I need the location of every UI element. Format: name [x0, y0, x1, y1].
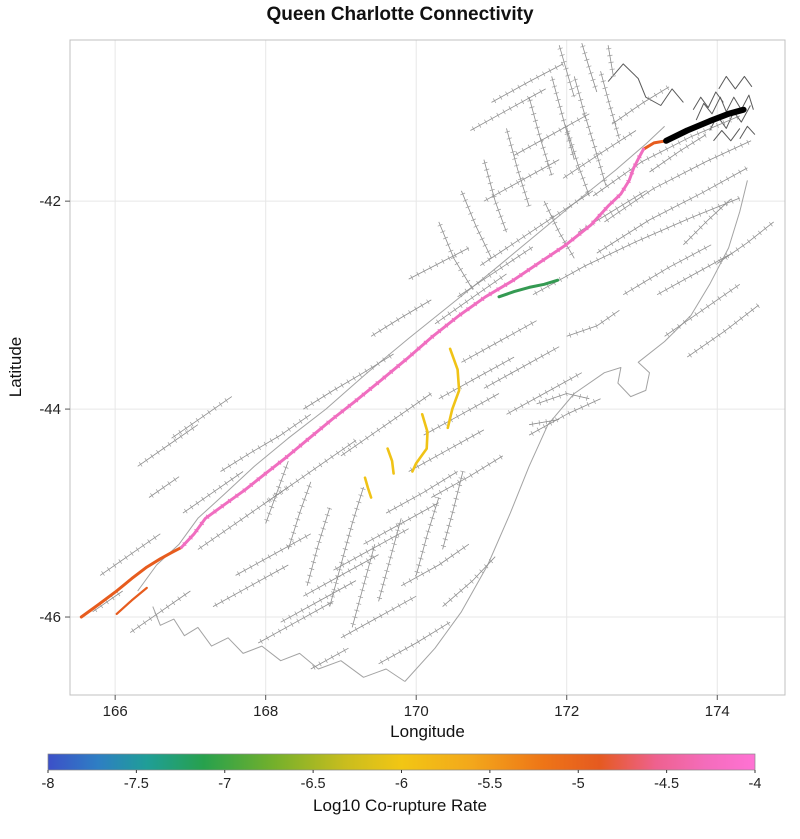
x-tick-label: 168 [253, 703, 278, 720]
colorbar-tick-label: -6.5 [301, 776, 326, 792]
axes: 166 168 170 172 174 -42 -44 -46 [39, 193, 729, 720]
colorbar-tick-label: -4 [749, 776, 762, 792]
y-tick-label: -42 [39, 193, 61, 210]
gridlines [70, 40, 785, 695]
y-tick-label: -46 [39, 609, 61, 626]
source-fault-black [663, 106, 747, 144]
orange-trace-southwest-2 [115, 586, 148, 615]
yellow-trace-2 [411, 413, 429, 473]
green-trace [497, 278, 560, 299]
orange-trace-northeast [642, 139, 668, 151]
plot-frame [69, 39, 786, 696]
yellow-trace-1 [446, 347, 461, 430]
colorbar-tick-label: -7 [218, 776, 231, 792]
colorbar: -8 -7.5 -7 -6.5 -6 -5.5 -5 -4.5 -4 [42, 753, 762, 792]
x-tick-label: 166 [103, 703, 128, 720]
chart-title: Queen Charlotte Connectivity [266, 4, 534, 25]
x-tick-label: 172 [554, 703, 579, 720]
colorbar-tick-label: -5 [572, 776, 585, 792]
highlighted-faults [79, 106, 747, 619]
yellow-trace-3 [386, 447, 395, 475]
colorbar-tick-label: -6 [395, 776, 408, 792]
colorbar-tick-label: -4.5 [654, 776, 679, 792]
x-tick-label: 174 [705, 703, 730, 720]
colorbar-tick-label: -8 [42, 776, 55, 792]
fault-network [92, 42, 774, 682]
colorbar-tick-label: -5.5 [477, 776, 502, 792]
y-tick-label: -44 [39, 401, 61, 418]
x-tick-label: 170 [404, 703, 429, 720]
colorbar-label: Log10 Co-rupture Rate [313, 796, 487, 815]
orange-trace-southwest [79, 545, 183, 619]
yellow-trace-4 [363, 476, 373, 499]
colorbar-tick-label: -7.5 [124, 776, 149, 792]
pink-trace-alpine [179, 147, 645, 549]
x-axis-label: Longitude [390, 722, 465, 741]
